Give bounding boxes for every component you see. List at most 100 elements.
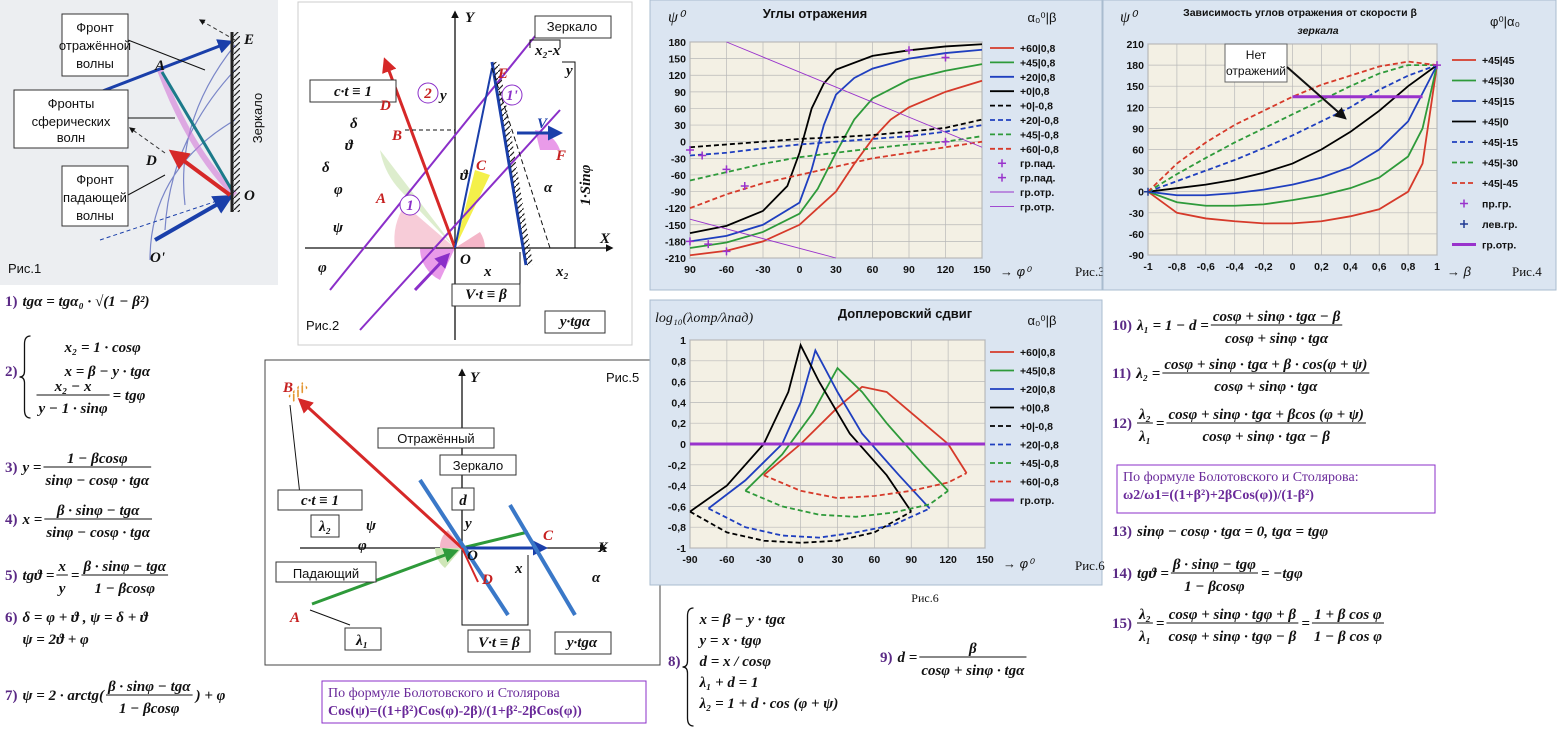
note-text: По формуле Болотовского и Столярова (328, 686, 560, 701)
x-tick-label: -60 (719, 264, 734, 276)
series-line (744, 366, 949, 492)
diagram-label: волн (57, 130, 85, 145)
y-tick-label: -60 (671, 170, 686, 182)
formula-number: 3) (5, 460, 18, 476)
y-tick-label: -0,6 (668, 501, 686, 513)
label-circle (399, 194, 421, 216)
chart-subtitle: зеркала (1297, 25, 1338, 37)
formula-text: tgϑ = (23, 568, 55, 584)
diagram-label: E (243, 32, 254, 48)
y-tick-label: 0,4 (671, 397, 686, 409)
x-axis-label: → φ⁰ (1003, 556, 1035, 571)
y-tick-label: -180 (665, 236, 686, 248)
label-box (309, 79, 397, 103)
d-line (461, 547, 479, 583)
note-text: ω2/ω1=((1+β²)+2βCos(φ))/(1-β²) (1123, 488, 1314, 503)
marker (698, 151, 707, 160)
y-tick-label: 60 (1132, 145, 1144, 157)
formula-denominator: λ₁ (1138, 429, 1151, 445)
diagram-label: X (597, 540, 609, 556)
formula-text: = −tgφ (1261, 566, 1303, 582)
x-tick-label: 90 (903, 264, 915, 276)
diagram-label: отражённой (59, 38, 131, 53)
diagram-label: Y (470, 370, 481, 386)
y-axis-label: ψ⁰ (668, 9, 687, 26)
label-box (534, 15, 612, 39)
diagram-label: Отражённый (397, 431, 474, 446)
annotation-box (1224, 43, 1288, 83)
formula-numerator: λ₂ (1138, 407, 1151, 423)
diagram-label: Зеркало (453, 458, 503, 473)
caption: Рис.6 (911, 591, 938, 605)
formula-numerator: β · sinφ − tgφ (1172, 557, 1256, 573)
series-line (726, 41, 983, 148)
front-band (157, 68, 238, 198)
diagram-label: y (564, 63, 573, 79)
diagram-label: Фронты (48, 96, 95, 111)
caption: Рис.6 (1075, 558, 1105, 573)
incident-arrow (413, 252, 451, 292)
marker (722, 165, 731, 174)
legend-marker (1460, 220, 1468, 228)
diagram-label: c·t ≡ 1 (301, 493, 339, 509)
diagram-label: y·tgα (558, 314, 591, 330)
diagram-label: X (599, 231, 611, 247)
diagram-label: δ (322, 160, 330, 176)
legend-label: +0|-0,8 (1020, 101, 1053, 113)
x-tick-label: 120 (937, 264, 955, 276)
y-tick-label: -30 (1129, 208, 1144, 220)
legend-label: +45|45 (1482, 55, 1515, 67)
diagram-label: x₂ (555, 264, 569, 280)
x-tick-label: -0,2 (1255, 261, 1273, 273)
marker (704, 240, 713, 249)
x-tick-label: -30 (755, 264, 770, 276)
diagram-label: V·t ≡ β (478, 635, 520, 651)
label-box (275, 561, 377, 583)
legend-label: +45|-0,8 (1020, 458, 1059, 470)
mirror-moved (508, 503, 577, 617)
formula-number: 9) (880, 650, 893, 666)
series-line (1147, 64, 1438, 197)
angle (455, 170, 490, 248)
y-tick-label: 150 (1126, 81, 1144, 93)
y-tick-label: 30 (1132, 166, 1144, 178)
caption: Рис.4 (1512, 264, 1542, 279)
formula-numerator: x₂ − x (54, 379, 92, 395)
marker (722, 247, 731, 256)
diagram-label: Падающий (293, 566, 359, 581)
formula-denominator: cosφ + sinφ · tgα (1214, 379, 1318, 395)
formula-number: 4) (5, 512, 18, 528)
ray (461, 530, 529, 550)
label-box (451, 487, 475, 511)
diagram-label: λ₁ (355, 633, 368, 649)
reflected-arrow (297, 397, 464, 550)
ray (454, 67, 493, 249)
formula-number: 1) (5, 294, 18, 310)
diagram-label: φ (334, 182, 343, 198)
formula-number: 5) (5, 568, 18, 584)
y-tick-label: -150 (665, 220, 686, 232)
marker (905, 46, 913, 55)
label-box (377, 427, 495, 449)
formula-numerator: β · sinφ − tgα (107, 679, 191, 695)
y-tick-label: 90 (1132, 123, 1144, 135)
diagram-label: сферических (32, 114, 111, 129)
legend-label: лев.гр. (1482, 219, 1518, 231)
series-line (744, 489, 949, 518)
formula-number: 11) (1112, 366, 1131, 382)
note-box (1116, 464, 1436, 514)
diagram-label: Y (465, 10, 476, 26)
y-tick-label: 30 (674, 120, 686, 132)
diagram-label: O (467, 548, 478, 564)
formula-numerator: β (968, 641, 977, 657)
angle (455, 232, 485, 248)
series-line (1147, 60, 1438, 193)
x-tick-label: 30 (832, 554, 844, 566)
formula-text: x = (22, 512, 43, 528)
formula-number: 10) (1112, 318, 1132, 334)
brace (19, 335, 31, 419)
bracket (289, 404, 351, 626)
formula-number: 6) (5, 610, 18, 626)
diagram-label: A (289, 610, 300, 626)
